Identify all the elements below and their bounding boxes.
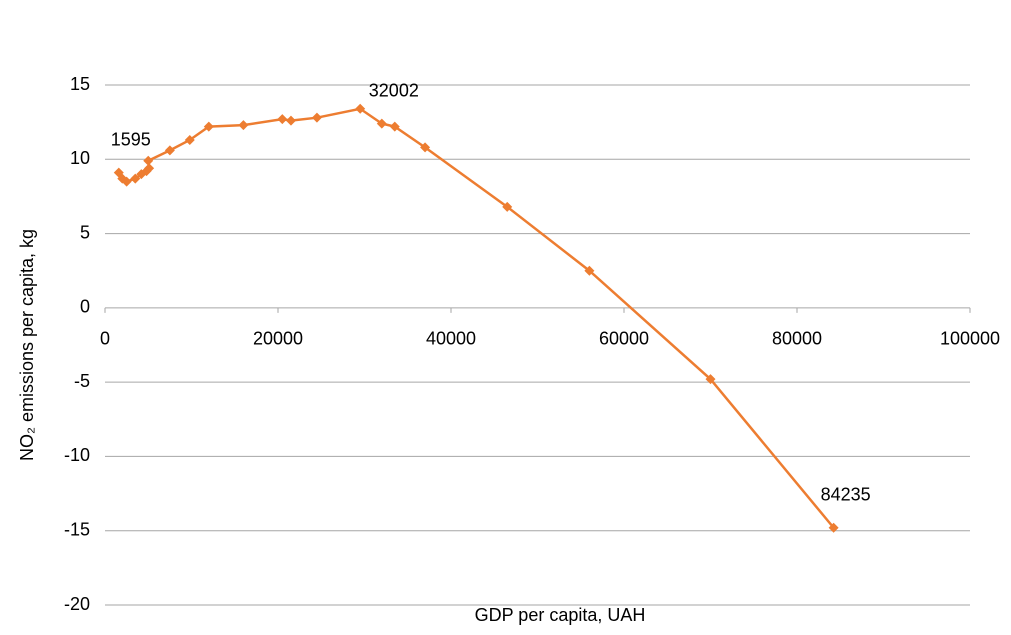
point-marker (203, 121, 214, 132)
point-marker (584, 265, 595, 276)
x-tick-label: 0 (100, 329, 110, 349)
y-tick-label: 5 (80, 222, 90, 242)
point-label: 84235 (821, 484, 871, 504)
x-tick-label: 80000 (772, 329, 822, 349)
x-tick-label: 20000 (253, 329, 303, 349)
y-axis-title: NO₂ emissions per capita, kg (17, 229, 37, 461)
point-marker (285, 115, 296, 126)
x-tick-label: 40000 (426, 329, 476, 349)
y-tick-label: 15 (70, 74, 90, 94)
y-tick-label: -20 (64, 594, 90, 614)
point-marker (277, 114, 288, 125)
point-marker (121, 176, 132, 187)
x-tick-label: 60000 (599, 329, 649, 349)
point-label: 1595 (111, 129, 151, 149)
y-tick-label: -15 (64, 519, 90, 539)
x-axis-title: GDP per capita, UAH (475, 605, 646, 625)
point-label: 32002 (369, 80, 419, 100)
y-tick-label: -5 (74, 371, 90, 391)
point-marker (144, 163, 155, 174)
point-marker (705, 374, 716, 385)
y-tick-label: -10 (64, 445, 90, 465)
point-marker (130, 173, 141, 184)
y-tick-label: 0 (80, 297, 90, 317)
point-marker (502, 201, 513, 212)
point-marker (420, 142, 431, 153)
point-marker (184, 134, 195, 145)
point-marker (828, 522, 839, 533)
point-marker (376, 118, 387, 129)
point-marker (355, 103, 366, 114)
x-tick-label: 100000 (940, 329, 1000, 349)
point-marker (238, 120, 249, 131)
point-marker (164, 145, 175, 156)
point-marker (389, 121, 400, 132)
point-marker (143, 155, 154, 166)
y-tick-label: 10 (70, 148, 90, 168)
series-line (117, 107, 835, 529)
point-marker (311, 112, 322, 123)
